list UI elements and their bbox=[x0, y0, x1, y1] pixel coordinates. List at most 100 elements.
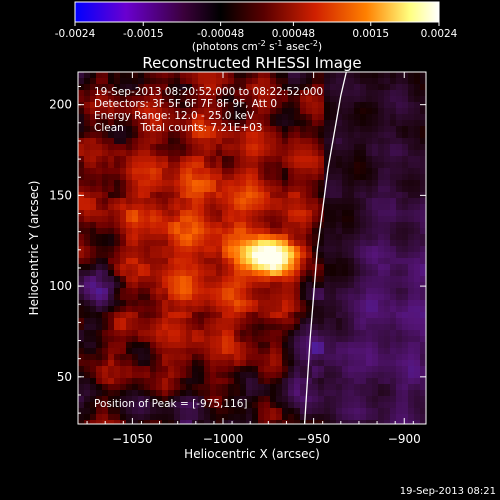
heatmap-cell bbox=[228, 162, 235, 169]
heatmap-cell bbox=[318, 102, 325, 109]
heatmap-cell bbox=[150, 282, 157, 289]
heatmap-cell bbox=[162, 72, 169, 79]
heatmap-cell bbox=[168, 324, 175, 331]
heatmap-cell bbox=[252, 246, 259, 253]
heatmap-cell bbox=[288, 252, 295, 259]
heatmap-cell bbox=[258, 390, 265, 397]
heatmap-cell bbox=[144, 138, 151, 145]
heatmap-cell bbox=[318, 108, 325, 115]
heatmap-cell bbox=[162, 198, 169, 205]
heatmap-cell bbox=[180, 318, 187, 325]
heatmap-cell bbox=[78, 240, 85, 247]
heatmap-cell bbox=[132, 420, 139, 424]
heatmap-cell bbox=[126, 102, 133, 109]
heatmap-cell bbox=[198, 228, 205, 235]
heatmap-cell bbox=[384, 378, 391, 385]
heatmap-cell bbox=[264, 420, 271, 424]
heatmap-cell bbox=[108, 390, 115, 397]
heatmap-cell bbox=[276, 348, 283, 355]
heatmap-cell bbox=[354, 186, 361, 193]
heatmap-cell bbox=[312, 168, 319, 175]
heatmap-cell bbox=[270, 306, 277, 313]
heatmap-cell bbox=[306, 198, 313, 205]
heatmap-cell bbox=[90, 198, 97, 205]
heatmap-cell bbox=[84, 114, 91, 121]
heatmap-cell bbox=[198, 156, 205, 163]
heatmap-cell bbox=[186, 156, 193, 163]
heatmap-cell bbox=[132, 114, 139, 121]
heatmap-cell bbox=[138, 180, 145, 187]
heatmap-cell bbox=[372, 318, 379, 325]
heatmap-cell bbox=[390, 126, 397, 133]
heatmap-cell bbox=[312, 240, 319, 247]
heatmap-cell bbox=[330, 276, 337, 283]
heatmap-cell bbox=[342, 78, 349, 85]
heatmap-cell bbox=[300, 162, 307, 169]
heatmap-cell bbox=[180, 132, 187, 139]
heatmap-cell bbox=[414, 138, 421, 145]
heatmap-cell bbox=[378, 264, 385, 271]
heatmap-cell bbox=[420, 300, 426, 307]
heatmap-cell bbox=[126, 180, 133, 187]
heatmap-cell bbox=[276, 288, 283, 295]
heatmap-cell bbox=[246, 186, 253, 193]
heatmap-cell bbox=[420, 156, 426, 163]
x-axis-label: Heliocentric X (arcsec) bbox=[184, 447, 320, 461]
heatmap-cell bbox=[402, 150, 409, 157]
heatmap-cell bbox=[90, 300, 97, 307]
heatmap-cell bbox=[276, 336, 283, 343]
heatmap-cell bbox=[84, 360, 91, 367]
heatmap-cell bbox=[306, 114, 313, 121]
heatmap-cell bbox=[126, 78, 133, 85]
heatmap-cell bbox=[330, 96, 337, 103]
heatmap-cell bbox=[306, 228, 313, 235]
heatmap-cell bbox=[120, 198, 127, 205]
heatmap-cell bbox=[234, 210, 241, 217]
heatmap-cell bbox=[138, 144, 145, 151]
heatmap-cell bbox=[102, 78, 109, 85]
heatmap-cell bbox=[384, 372, 391, 379]
heatmap-cell bbox=[270, 258, 277, 265]
heatmap-cell bbox=[120, 258, 127, 265]
heatmap-cell bbox=[162, 318, 169, 325]
heatmap-cell bbox=[198, 108, 205, 115]
heatmap-cell bbox=[186, 354, 193, 361]
heatmap-cell bbox=[132, 96, 139, 103]
heatmap-cell bbox=[90, 252, 97, 259]
heatmap-cell bbox=[294, 72, 301, 79]
heatmap-cell bbox=[336, 336, 343, 343]
heatmap-cell bbox=[264, 282, 271, 289]
heatmap-cell bbox=[336, 258, 343, 265]
heatmap-cell bbox=[408, 342, 415, 349]
heatmap-cell bbox=[324, 198, 331, 205]
heatmap-cell bbox=[276, 270, 283, 277]
heatmap-cell bbox=[354, 114, 361, 121]
heatmap-cell bbox=[324, 78, 331, 85]
heatmap-cell bbox=[384, 90, 391, 97]
heatmap-cell bbox=[216, 366, 223, 373]
heatmap-cell bbox=[138, 150, 145, 157]
heatmap-cell bbox=[306, 384, 313, 391]
heatmap-cell bbox=[348, 78, 355, 85]
heatmap-cell bbox=[384, 120, 391, 127]
heatmap-cell bbox=[144, 396, 151, 403]
heatmap-cell bbox=[372, 174, 379, 181]
heatmap-cell bbox=[342, 240, 349, 247]
heatmap-cell bbox=[162, 288, 169, 295]
heatmap-cell bbox=[174, 240, 181, 247]
heatmap-cell bbox=[114, 342, 121, 349]
heatmap-cell bbox=[198, 270, 205, 277]
heatmap-cell bbox=[192, 366, 199, 373]
heatmap-cell bbox=[138, 288, 145, 295]
heatmap-cell bbox=[324, 84, 331, 91]
heatmap-cell bbox=[144, 348, 151, 355]
heatmap-cell bbox=[378, 96, 385, 103]
heatmap-cell bbox=[126, 150, 133, 157]
heatmap-cell bbox=[162, 396, 169, 403]
heatmap-cell bbox=[312, 72, 319, 79]
heatmap-cell bbox=[204, 210, 211, 217]
heatmap-cell bbox=[354, 300, 361, 307]
heatmap-cell bbox=[84, 402, 91, 409]
heatmap-cell bbox=[210, 120, 217, 127]
heatmap-cell bbox=[330, 402, 337, 409]
